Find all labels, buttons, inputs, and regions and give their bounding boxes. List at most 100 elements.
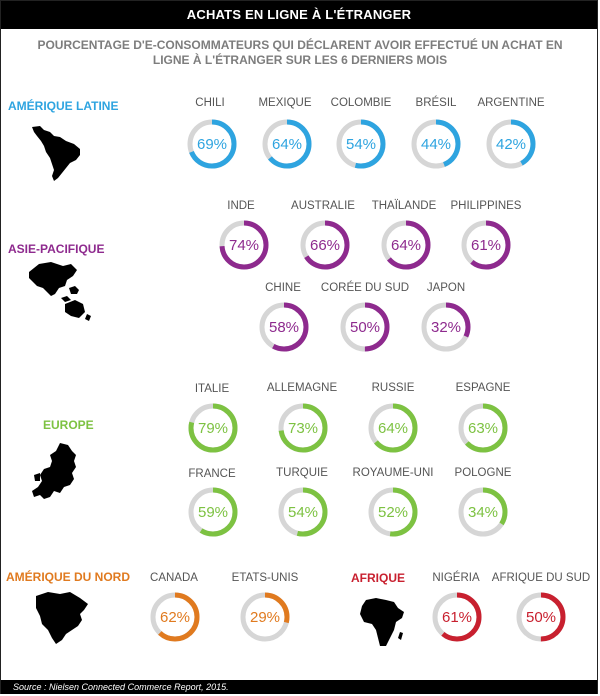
donut-arc-pologne <box>458 487 508 537</box>
donut-value-argentine: 42% <box>496 136 526 153</box>
donut-russie: 64% <box>368 403 418 453</box>
africa-map-icon <box>360 598 404 646</box>
donut-italie: 79% <box>188 403 238 453</box>
donut-chili: 69% <box>187 119 237 169</box>
donut-value-russie: 64% <box>378 420 408 437</box>
donut-australie: 66% <box>300 220 350 270</box>
donut-arc-japon <box>421 302 471 352</box>
donut-value-inde: 74% <box>229 237 259 254</box>
country-label-pologne: POLOGNE <box>454 467 512 479</box>
country-label-mexique: MEXIQUE <box>258 97 312 109</box>
donut-value-australie: 66% <box>310 237 340 254</box>
donut-value-etats-unis: 29% <box>250 609 280 626</box>
donut-value-allemagne: 73% <box>288 420 318 437</box>
source-bar: Source : Nielsen Connected Commerce Repo… <box>1 680 597 694</box>
region-label-afrique: AFRIQUE <box>351 571 405 585</box>
donut-value-coree-du-sud: 50% <box>350 319 380 336</box>
donut-turquie: 54% <box>278 487 328 537</box>
country-label-philippines: PHILIPPINES <box>450 200 522 212</box>
donut-value-pologne: 34% <box>468 504 498 521</box>
donut-arc-turquie <box>278 487 328 537</box>
country-label-japon: JAPON <box>426 282 466 294</box>
donut-etats-unis: 29% <box>240 592 290 642</box>
donut-mexique: 64% <box>262 119 312 169</box>
country-label-etats-unis: ETATS-UNIS <box>231 572 299 584</box>
donut-value-philippines: 61% <box>471 237 501 254</box>
donut-pologne: 34% <box>458 487 508 537</box>
subtitle-line-1: POURCENTAGE D'E-CONSOMMATEURS QUI DÉCLAR… <box>37 38 563 52</box>
country-label-chine: CHINE <box>265 282 301 294</box>
donut-arc-inde <box>219 220 269 270</box>
donut-arc-royaume-uni <box>368 487 418 537</box>
region-label-asie-pacifique: ASIE-PACIFIQUE <box>8 242 105 256</box>
donut-value-france: 59% <box>198 504 228 521</box>
donut-arc-russie <box>368 403 418 453</box>
donut-value-thailande: 64% <box>391 237 421 254</box>
south-america-map-icon <box>32 126 80 181</box>
donut-philippines: 61% <box>461 220 511 270</box>
donut-arc-espagne <box>458 403 508 453</box>
donut-afrique-du-sud: 50% <box>516 592 566 642</box>
country-label-italie: ITALIE <box>194 383 230 395</box>
donut-arc-bresil <box>411 119 461 169</box>
donut-nigeria: 61% <box>432 592 482 642</box>
country-label-thailande: THAÏLANDE <box>371 200 437 212</box>
donut-arc-philippines <box>461 220 511 270</box>
donut-value-colombie: 54% <box>346 136 376 153</box>
donut-value-chine: 58% <box>269 319 299 336</box>
country-label-inde: INDE <box>227 200 255 212</box>
region-label-europe: EUROPE <box>43 418 94 432</box>
donut-arc-canada <box>150 592 200 642</box>
donut-royaume-uni: 52% <box>368 487 418 537</box>
country-label-coree-du-sud: CORÉE DU SUD <box>320 282 410 294</box>
donut-arc-coree-du-sud <box>340 302 390 352</box>
donut-thailande: 64% <box>381 220 431 270</box>
country-label-colombie: COLOMBIE <box>330 97 392 109</box>
country-label-canada: CANADA <box>150 572 198 584</box>
donut-canada: 62% <box>150 592 200 642</box>
country-label-turquie: TURQUIE <box>276 467 328 479</box>
donut-argentine: 42% <box>486 119 536 169</box>
donut-arc-nigeria <box>432 592 482 642</box>
donut-arc-chili <box>187 119 237 169</box>
donut-value-chili: 69% <box>197 136 227 153</box>
donut-arc-france <box>188 487 238 537</box>
region-label-amerique-latine: AMÉRIQUE LATINE <box>8 99 119 113</box>
donut-value-bresil: 44% <box>421 136 451 153</box>
country-label-australie: AUSTRALIE <box>291 200 355 212</box>
donut-value-turquie: 54% <box>288 504 318 521</box>
country-label-espagne: ESPAGNE <box>455 382 511 394</box>
country-label-france: FRANCE <box>188 468 236 480</box>
donut-inde: 74% <box>219 220 269 270</box>
north-america-map-icon <box>36 592 88 644</box>
donut-value-mexique: 64% <box>272 136 302 153</box>
country-label-allemagne: ALLEMAGNE <box>266 382 338 394</box>
donut-arc-allemagne <box>278 403 328 453</box>
donut-colombie: 54% <box>336 119 386 169</box>
donut-arc-mexique <box>262 119 312 169</box>
donut-coree-du-sud: 50% <box>340 302 390 352</box>
donut-arc-etats-unis <box>240 592 290 642</box>
donut-espagne: 63% <box>458 403 508 453</box>
country-label-russie: RUSSIE <box>371 382 415 394</box>
donut-arc-afrique-du-sud <box>516 592 566 642</box>
country-label-argentine: ARGENTINE <box>477 97 545 109</box>
donut-allemagne: 73% <box>278 403 328 453</box>
country-label-nigeria: NIGÉRIA <box>432 572 480 584</box>
region-label-amerique-du-nord: AMÉRIQUE DU NORD <box>6 570 131 584</box>
donut-value-espagne: 63% <box>468 420 498 437</box>
asia-pacific-map-icon <box>29 262 91 321</box>
donut-france: 59% <box>188 487 238 537</box>
donut-value-afrique-du-sud: 50% <box>526 609 556 626</box>
subtitle: POURCENTAGE D'E-CONSOMMATEURS QUI DÉCLAR… <box>20 38 580 68</box>
europe-map-icon <box>32 443 76 499</box>
donut-arc-argentine <box>486 119 536 169</box>
donut-arc-colombie <box>336 119 386 169</box>
donut-chine: 58% <box>259 302 309 352</box>
donut-value-canada: 62% <box>160 609 190 626</box>
donut-value-japon: 32% <box>431 319 461 336</box>
donut-value-italie: 79% <box>198 420 228 437</box>
donut-value-nigeria: 61% <box>442 609 472 626</box>
donut-arc-chine <box>259 302 309 352</box>
title-bar: ACHATS EN LIGNE À L'ÉTRANGER <box>1 1 597 29</box>
